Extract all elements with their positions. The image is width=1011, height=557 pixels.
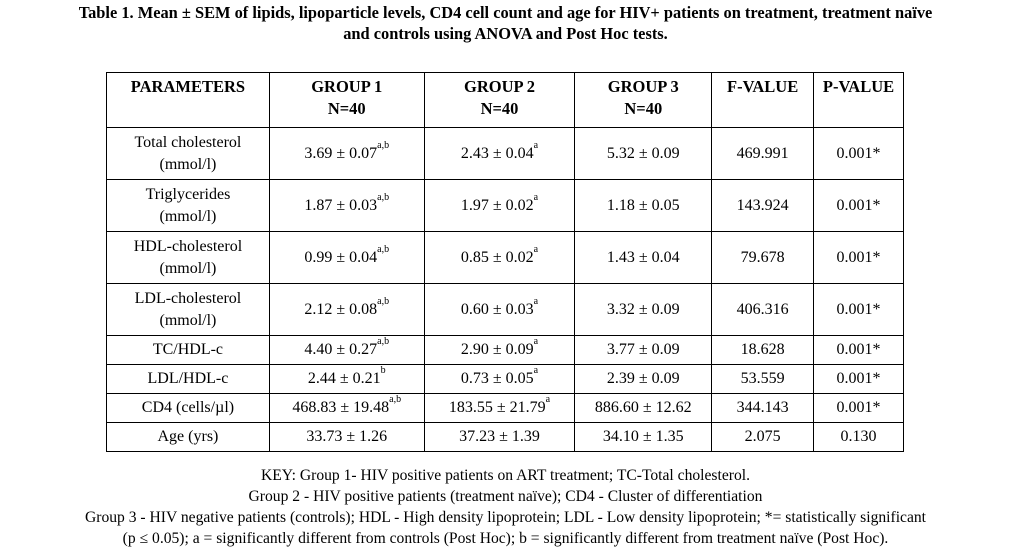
- table-header-row: PARAMETERS GROUP 1 N=40 GROUP 2 N=40 GROUP…: [106, 72, 904, 128]
- group3-cell: 34.10 ± 1.35: [574, 422, 713, 452]
- caption-line-2: and controls using ANOVA and Post Hoc te…: [343, 24, 668, 43]
- f-value-cell: 53.559: [711, 364, 815, 394]
- key-line-2: Group 2 - HIV positive patients (treatme…: [248, 488, 763, 505]
- group3-cell: 886.60 ± 12.62: [574, 393, 713, 423]
- group2-cell: 0.85 ± 0.02a: [423, 231, 576, 284]
- table-row: CD4 (cells/µl) 468.83 ± 19.48a,b 183.55 ± …: [106, 393, 904, 423]
- param-cell: LDL/HDL-c: [106, 364, 270, 394]
- table-caption: Table 1. Mean ± SEM of lipids, lipoparti…: [0, 2, 1011, 44]
- header-cell: GROUP 1 N=40: [268, 72, 425, 128]
- header-cell: PARAMETERS: [106, 72, 270, 128]
- p-value-cell: 0.001*: [813, 335, 904, 365]
- header-cell: P-VALUE: [813, 72, 904, 128]
- group1-cell: 2.12 ± 0.08a,b: [268, 283, 425, 336]
- f-value-cell: 143.924: [711, 179, 815, 232]
- p-value-cell: 0.001*: [813, 393, 904, 423]
- group3-cell: 1.18 ± 0.05: [574, 179, 713, 232]
- group2-cell: 37.23 ± 1.39: [423, 422, 576, 452]
- p-value-cell: 0.001*: [813, 179, 904, 232]
- f-value-cell: 2.075: [711, 422, 815, 452]
- f-value-cell: 18.628: [711, 335, 815, 365]
- group3-cell: 5.32 ± 0.09: [574, 127, 713, 180]
- group2-cell: 2.43 ± 0.04a: [423, 127, 576, 180]
- table-row: Triglycerides (mmol/l) 1.87 ± 0.03a,b 1.97 …: [106, 179, 904, 232]
- param-cell: Total cholesterol (mmol/l): [106, 127, 270, 180]
- header-cell: F-VALUE: [711, 72, 815, 128]
- table-row: TC/HDL-c 4.40 ± 0.27a,b 2.90 ± 0.09a 3.77 ±…: [106, 335, 904, 365]
- group1-cell: 1.87 ± 0.03a,b: [268, 179, 425, 232]
- table-row: Age (yrs) 33.73 ± 1.26 37.23 ± 1.39 34.10 ±…: [106, 422, 904, 452]
- key-line-4: (p ≤ 0.05); a = significantly different …: [122, 530, 889, 547]
- param-cell: CD4 (cells/µl): [106, 393, 270, 423]
- table-row: Total cholesterol (mmol/l) 3.69 ± 0.07a,b 2…: [106, 127, 904, 180]
- p-value-cell: 0.001*: [813, 283, 904, 336]
- table-row: LDL-cholesterol (mmol/l) 2.12 ± 0.08a,b 0.6…: [106, 283, 904, 336]
- f-value-cell: 344.143: [711, 393, 815, 423]
- param-cell: Triglycerides (mmol/l): [106, 179, 270, 232]
- group3-cell: 2.39 ± 0.09: [574, 364, 713, 394]
- caption-line-1: Table 1. Mean ± SEM of lipids, lipoparti…: [78, 3, 933, 22]
- param-cell: LDL-cholesterol (mmol/l): [106, 283, 270, 336]
- header-cell: GROUP 2 N=40: [423, 72, 576, 128]
- param-cell: TC/HDL-c: [106, 335, 270, 365]
- f-value-cell: 406.316: [711, 283, 815, 336]
- p-value-cell: 0.001*: [813, 364, 904, 394]
- key-line-1: KEY: Group 1- HIV positive patients on A…: [261, 467, 750, 484]
- table-row: HDL-cholesterol (mmol/l) 0.99 ± 0.04a,b 0.8…: [106, 231, 904, 284]
- group1-cell: 4.40 ± 0.27a,b: [268, 335, 425, 365]
- p-value-cell: 0.001*: [813, 231, 904, 284]
- p-value-cell: 0.001*: [813, 127, 904, 180]
- group1-cell: 3.69 ± 0.07a,b: [268, 127, 425, 180]
- group2-cell: 0.60 ± 0.03a: [423, 283, 576, 336]
- group3-cell: 3.32 ± 0.09: [574, 283, 713, 336]
- group3-cell: 1.43 ± 0.04: [574, 231, 713, 284]
- f-value-cell: 469.991: [711, 127, 815, 180]
- group2-cell: 183.55 ± 21.79a: [423, 393, 576, 423]
- group2-cell: 1.97 ± 0.02a: [423, 179, 576, 232]
- data-table: PARAMETERS GROUP 1 N=40 GROUP 2 N=40 GROUP…: [106, 72, 904, 452]
- group2-cell: 2.90 ± 0.09a: [423, 335, 576, 365]
- group1-cell: 468.83 ± 19.48a,b: [268, 393, 425, 423]
- key-line-3: Group 3 - HIV negative patients (control…: [84, 509, 927, 526]
- param-cell: HDL-cholesterol (mmol/l): [106, 231, 270, 284]
- header-cell: GROUP 3 N=40: [574, 72, 713, 128]
- f-value-cell: 79.678: [711, 231, 815, 284]
- table-body: Total cholesterol (mmol/l) 3.69 ± 0.07a,b 2…: [106, 127, 904, 452]
- group1-cell: 0.99 ± 0.04a,b: [268, 231, 425, 284]
- group2-cell: 0.73 ± 0.05a: [423, 364, 576, 394]
- group1-cell: 33.73 ± 1.26: [268, 422, 425, 452]
- p-value-cell: 0.130: [813, 422, 904, 452]
- table-row: LDL/HDL-c 2.44 ± 0.21b 0.73 ± 0.05a 2.39 ± …: [106, 364, 904, 394]
- group3-cell: 3.77 ± 0.09: [574, 335, 713, 365]
- table-key: KEY: Group 1- HIV positive patients on A…: [0, 465, 1011, 549]
- param-cell: Age (yrs): [106, 422, 270, 452]
- group1-cell: 2.44 ± 0.21b: [268, 364, 425, 394]
